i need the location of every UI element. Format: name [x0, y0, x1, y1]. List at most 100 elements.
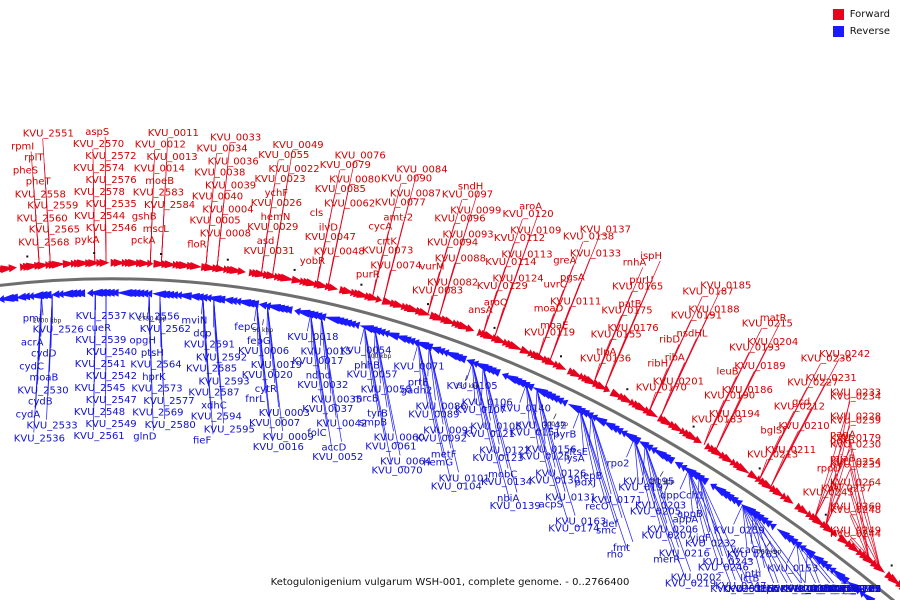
reverse-connector — [696, 476, 700, 509]
reverse-gene-label: KVU_0207 — [642, 530, 693, 541]
reverse-gene-label: KVU_0197 — [618, 482, 669, 493]
forward-gene-arrow — [299, 277, 306, 286]
reverse-gene-arrow — [169, 291, 179, 300]
forward-gene-label: KVU_0260 — [830, 502, 881, 513]
reverse-gene-arrow — [33, 291, 48, 299]
reverse-gene-label: KVU_2593 — [199, 376, 250, 387]
reverse-connector — [579, 409, 628, 549]
legend-reverse: Reverse — [832, 23, 890, 40]
forward-gene-label: KVU_0242 — [819, 349, 870, 360]
reverse-gene-arrow — [448, 353, 464, 362]
forward-gene-arrow — [62, 260, 75, 268]
reverse-gene-label: KVU_2562 — [140, 324, 191, 335]
forward-gene-label: KVU_0190 — [704, 390, 755, 401]
forward-gene-arrow — [19, 263, 27, 272]
reverse-connector — [742, 504, 801, 584]
reverse-gene-arrow — [478, 364, 493, 374]
forward-gene-label: KVU_0074 — [370, 260, 421, 271]
forward-connector — [216, 142, 231, 269]
forward-gene-arrow — [280, 273, 295, 282]
reverse-gene-label: ftsE — [569, 447, 588, 458]
reverse-gene-label: KVU_0142 — [515, 421, 566, 432]
forward-connector — [327, 160, 355, 288]
reverse-connector — [698, 476, 736, 581]
tick-label: 300 kbp — [757, 548, 782, 555]
forward-gene-label: KVU_0080 — [329, 175, 380, 186]
reverse-gene-arrow — [853, 586, 863, 595]
forward-connector — [482, 218, 523, 335]
forward-gene-label: KVU_0048 — [314, 247, 365, 258]
forward-gene-arrow — [37, 261, 50, 270]
forward-gene-label: KVU_0165 — [612, 281, 663, 292]
reverse-connector — [481, 366, 484, 397]
forward-gene-arrow — [172, 260, 179, 269]
reverse-gene-arrow — [246, 300, 260, 309]
reverse-gene-label: KVU_2539 — [75, 335, 126, 346]
track-marker — [560, 355, 562, 358]
reverse-connector — [428, 346, 459, 473]
forward-gene-arrow — [704, 442, 712, 450]
forward-gene-label: KVU_0176 — [608, 323, 659, 334]
reverse-gene-label: pdxJ — [575, 477, 597, 488]
legend-reverse-label: Reverse — [849, 26, 890, 37]
reverse-gene-arrow — [371, 327, 382, 336]
reverse-gene-label: KVU_0131 — [545, 493, 596, 504]
reverse-gene-label: KVU_0057 — [347, 369, 398, 380]
reverse-gene-label: KVU_0091 — [423, 425, 474, 436]
reverse-connector — [359, 326, 365, 345]
forward-gene-arrow — [70, 259, 77, 268]
forward-gene-label: vurM — [420, 262, 445, 273]
reverse-connector — [93, 292, 96, 431]
forward-gene-label: pckA — [131, 236, 156, 247]
forward-gene-arrow — [189, 262, 203, 270]
reverse-gene-arrow — [146, 289, 153, 298]
forward-gene-label: KVU_0014 — [134, 164, 185, 175]
reverse-gene-label: KVU_2594 — [191, 411, 242, 422]
forward-gene-label: purR — [356, 269, 380, 280]
reverse-gene-arrow — [199, 293, 208, 302]
forward-connector — [371, 183, 402, 298]
forward-gene-label: KVU_0022 — [269, 164, 320, 175]
reverse-connector — [644, 444, 691, 572]
forward-gene-arrow — [603, 385, 611, 393]
reverse-gene-arrow — [341, 319, 353, 328]
forward-connector — [92, 148, 96, 264]
forward-gene-arrow — [779, 492, 787, 500]
forward-gene-label: patB — [618, 299, 641, 310]
reverse-gene-label: KVU_0232 — [685, 538, 736, 549]
reverse-gene-label: KVU_0150 — [785, 584, 836, 595]
forward-gene-label: KVU_0026 — [251, 198, 302, 209]
reverse-connector — [482, 366, 491, 421]
reverse-gene-label: KVU_2580 — [145, 420, 196, 431]
forward-gene-label: KVU_2544 — [74, 211, 125, 222]
reverse-gene-arrow — [514, 379, 527, 388]
reverse-gene-label: KVU_0107 — [455, 405, 506, 416]
label-connector-lines — [30, 136, 881, 593]
reverse-gene-arrow — [4, 293, 19, 302]
forward-connector — [849, 514, 870, 561]
reverse-gene-label: KVU_0017 — [292, 356, 343, 367]
reverse-connector — [471, 362, 510, 501]
reverse-gene-arrow — [674, 461, 684, 470]
reverse-gene-arrow — [134, 289, 145, 298]
reverse-gene-label: appB — [677, 509, 703, 520]
forward-connector — [813, 425, 851, 519]
reverse-gene-label: KVU_2577 — [143, 396, 194, 407]
tick-label: 2750 kbp — [138, 316, 166, 323]
reverse-gene-label: KVU_0202 — [671, 572, 722, 583]
forward-connector — [824, 469, 851, 528]
reverse-gene-label: KVU_0205 — [630, 506, 681, 517]
forward-gene-label: KVU_0191 — [671, 310, 722, 321]
reverse-gene-label: KVU_0104 — [431, 482, 482, 493]
reverse-gene-arrow — [401, 336, 412, 345]
tick-line — [659, 471, 664, 477]
reverse-connector — [310, 313, 313, 356]
reverse-gene-label: KVU_0064 — [380, 456, 431, 467]
reverse-gene-label: KVU_0259 — [714, 525, 765, 536]
reverse-gene-label: rho — [607, 549, 623, 560]
forward-gene-arrow — [494, 335, 507, 344]
reverse-connector — [590, 415, 634, 543]
forward-connector — [427, 199, 463, 315]
reverse-gene-arrow — [282, 306, 293, 315]
reverse-connector — [364, 326, 392, 465]
